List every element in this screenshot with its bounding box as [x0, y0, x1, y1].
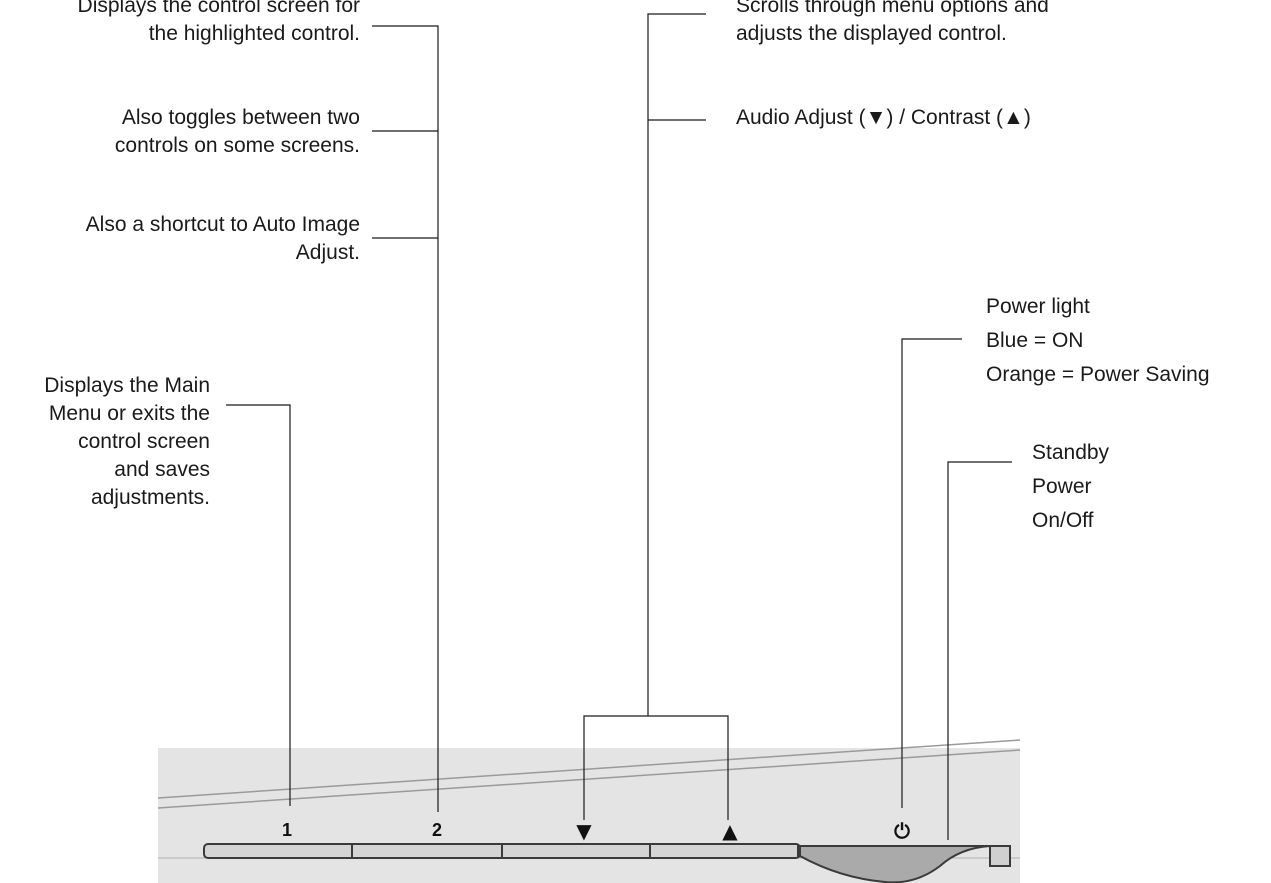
callout-line: Orange = Power Saving: [986, 363, 1210, 386]
callout-auto-adjust: Also a shortcut to Auto Image Adjust.: [86, 211, 360, 267]
callout-line: Adjust.: [295, 241, 360, 264]
callout-main-menu: Displays the Main Menu or exits the cont…: [44, 372, 210, 512]
callout-line: adjusts the displayed control.: [736, 22, 1007, 45]
callout-line: On/Off: [1032, 509, 1094, 532]
power-button-edge: [989, 845, 1011, 867]
callout-line: controls on some screens.: [114, 134, 360, 157]
callout-power-light: Power light Blue = ON Orange = Power Sav…: [986, 290, 1210, 392]
bezel-curve-line: [157, 739, 1021, 799]
callout-line: Menu or exits the: [48, 402, 210, 425]
callout-line: Audio Adjust (▼) / Contrast (▲): [736, 106, 1031, 129]
power-icon: ⏻: [894, 819, 910, 843]
button-1-label: 1: [282, 820, 292, 840]
callout-line: Also toggles between two: [121, 106, 360, 129]
button-2-label: 2: [432, 820, 442, 840]
callout-audio-contrast: Audio Adjust (▼) / Contrast (▲): [736, 104, 1031, 132]
leader-line-main-menu: [226, 404, 291, 806]
callout-line: adjustments.: [90, 486, 210, 509]
leader-line-arrows-bracket: [583, 715, 729, 820]
callout-line: Also a shortcut to Auto Image: [85, 213, 360, 236]
callout-line: Displays the control screen for: [77, 0, 360, 17]
callout-line: Blue = ON: [986, 329, 1084, 352]
leader-line-standby: [947, 461, 1012, 840]
callout-scroll: Scrolls through menu options and adjusts…: [736, 0, 1049, 48]
callout-line: and saves: [114, 458, 210, 481]
leader-line-control-screen: [372, 25, 439, 812]
callout-line: Power light: [986, 295, 1090, 318]
callout-line: Standby: [1032, 441, 1110, 464]
callout-line: Power: [1032, 475, 1092, 498]
callout-line: control screen: [78, 430, 210, 453]
callout-line: the highlighted control.: [148, 22, 360, 45]
callout-toggle: Also toggles between two controls on som…: [115, 104, 360, 160]
bezel-curve-line-2: [157, 749, 1021, 809]
up-arrow-icon: ▲: [722, 819, 738, 843]
leader-line-scroll: [647, 13, 706, 716]
leader-line-power-light: [901, 338, 962, 808]
callout-line: Displays the Main: [44, 374, 210, 397]
power-button[interactable]: [799, 845, 991, 883]
down-arrow-icon: ▼: [576, 819, 592, 843]
callout-standby: Standby Power On/Off: [1032, 436, 1109, 538]
callout-line: Scrolls through menu options and: [736, 0, 1049, 17]
callout-control-screen: Displays the control screen for the high…: [78, 0, 360, 48]
